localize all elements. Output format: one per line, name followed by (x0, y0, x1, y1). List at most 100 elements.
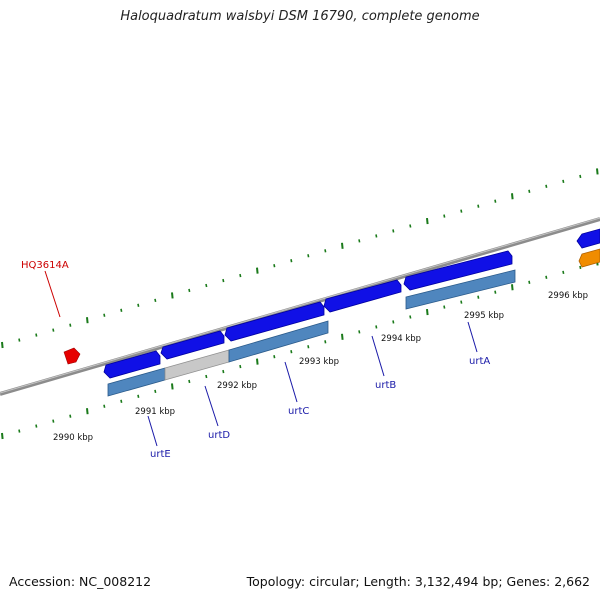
gene-arrow-4[interactable] (323, 279, 402, 313)
upper-row-tick (137, 303, 140, 307)
upper-row-tick (103, 313, 106, 317)
gene-arrow-1[interactable] (103, 350, 161, 379)
upper-row-tick (375, 234, 378, 238)
kbp-label-2993: 2993 kbp (299, 357, 339, 367)
gene-hq3614a-leader (44, 270, 61, 318)
gene-arrow-5[interactable] (403, 250, 513, 291)
upper-row-tick (562, 179, 565, 184)
upper-row-tick (86, 317, 89, 324)
lower-row-tick (154, 389, 157, 394)
lower-row-tick (375, 325, 378, 329)
lower-row-tick (443, 305, 446, 309)
upper-row-tick (358, 239, 361, 243)
upper-row-tick (35, 333, 38, 337)
accession-text: Accession: NC_008212 (9, 574, 152, 589)
upper-row-tick (545, 184, 548, 188)
kbp-label-2994: 2994 kbp (381, 334, 421, 344)
upper-row-tick (171, 292, 174, 299)
genome-backbone-highlight (0, 217, 600, 394)
lower-row-tick (69, 414, 72, 418)
gene-urtd-leader (204, 385, 219, 427)
gene-urtb-leader (371, 335, 385, 377)
upper-row-tick (154, 298, 157, 303)
lower-row-tick (1, 432, 4, 440)
upper-row-tick (307, 254, 310, 258)
upper-row-tick (511, 193, 514, 200)
lower-row-tick (477, 295, 480, 299)
upper-row-tick (426, 217, 429, 225)
kbp-label-2995: 2995 kbp (464, 311, 504, 321)
upper-row-tick (579, 174, 582, 179)
gene-hq3614a-label[interactable]: HQ3614A (21, 260, 69, 271)
lower-row-tick (120, 399, 123, 403)
lower-row-tick (511, 284, 514, 291)
lower-row-tick (52, 419, 55, 423)
tick-rows (1, 168, 599, 440)
lower-row-tick (171, 383, 174, 390)
gene-urtb-label[interactable]: urtB (375, 380, 396, 391)
kbp-label-2996: 2996 kbp (548, 291, 588, 301)
lower-row-tick (18, 429, 21, 433)
upper-row-tick (69, 323, 72, 327)
gene-orange-arrow[interactable] (578, 248, 600, 268)
lower-row-tick (222, 369, 225, 374)
lower-row-tick (35, 424, 38, 428)
genome-summary: Topology: circular; Length: 3,132,494 bp… (246, 574, 590, 589)
upper-row-tick (205, 283, 208, 288)
lower-row-tick (256, 358, 259, 365)
lower-row-tick (562, 270, 565, 275)
gene-urte-leader (147, 415, 158, 447)
gene-hq3614a-arrow[interactable] (63, 347, 81, 365)
upper-row-tick (460, 209, 463, 213)
gene-urtc-leader (284, 361, 298, 403)
gene-urtd-label[interactable]: urtD (208, 430, 230, 441)
gene-urtc-label[interactable]: urtC (288, 406, 309, 417)
gene-urte-label[interactable]: urtE (150, 449, 171, 460)
genome-backbone (0, 217, 600, 396)
gene-arrow-6[interactable] (576, 228, 600, 249)
lower-row-tick (188, 379, 191, 384)
upper-row-tick (494, 199, 497, 203)
lower-row-tick (579, 265, 582, 270)
upper-row-tick (477, 204, 480, 208)
upper-row-tick (52, 328, 55, 332)
kbp-label-2990: 2990 kbp (53, 433, 93, 443)
kbp-label-2991: 2991 kbp (135, 407, 175, 417)
lower-row-tick (392, 320, 395, 324)
map-title: Haloquadratum walsbyi DSM 16790, complet… (120, 9, 480, 24)
upper-row-tick (596, 168, 599, 175)
upper-row-tick (120, 308, 123, 312)
lower-row-tick (205, 374, 208, 379)
lower-row-tick (358, 330, 361, 334)
gene-urta-leader (467, 321, 478, 353)
gene-urta-label[interactable]: urtA (469, 356, 490, 367)
lower-row-tick (324, 340, 327, 344)
upper-row-tick (188, 288, 191, 293)
upper-row-tick (256, 267, 259, 274)
upper-row-tick (409, 224, 412, 228)
lower-row-tick (494, 290, 497, 294)
upper-row-tick (222, 278, 225, 283)
lower-row-tick (409, 315, 412, 319)
upper-row-tick (290, 259, 293, 263)
lower-row-tick (137, 394, 140, 398)
lower-row-tick (239, 364, 242, 369)
upper-row-tick (341, 242, 344, 249)
lower-row-tick (426, 308, 429, 316)
cds-bar-urtc[interactable] (228, 320, 329, 363)
lower-row-tick (545, 275, 548, 279)
lower-row-tick (290, 350, 293, 354)
upper-row-tick (443, 214, 446, 218)
upper-row-tick (528, 189, 531, 193)
upper-row-tick (239, 273, 242, 278)
lower-row-tick (103, 404, 106, 408)
upper-row-tick (18, 338, 21, 342)
lower-row-tick (460, 300, 463, 304)
gene-arrow-2[interactable] (160, 330, 225, 360)
gene-arrow-3[interactable] (224, 301, 325, 342)
cds-bar-urta[interactable] (405, 269, 516, 310)
lower-row-tick (307, 345, 310, 349)
upper-row-tick (273, 264, 276, 268)
upper-row-tick (392, 229, 395, 233)
